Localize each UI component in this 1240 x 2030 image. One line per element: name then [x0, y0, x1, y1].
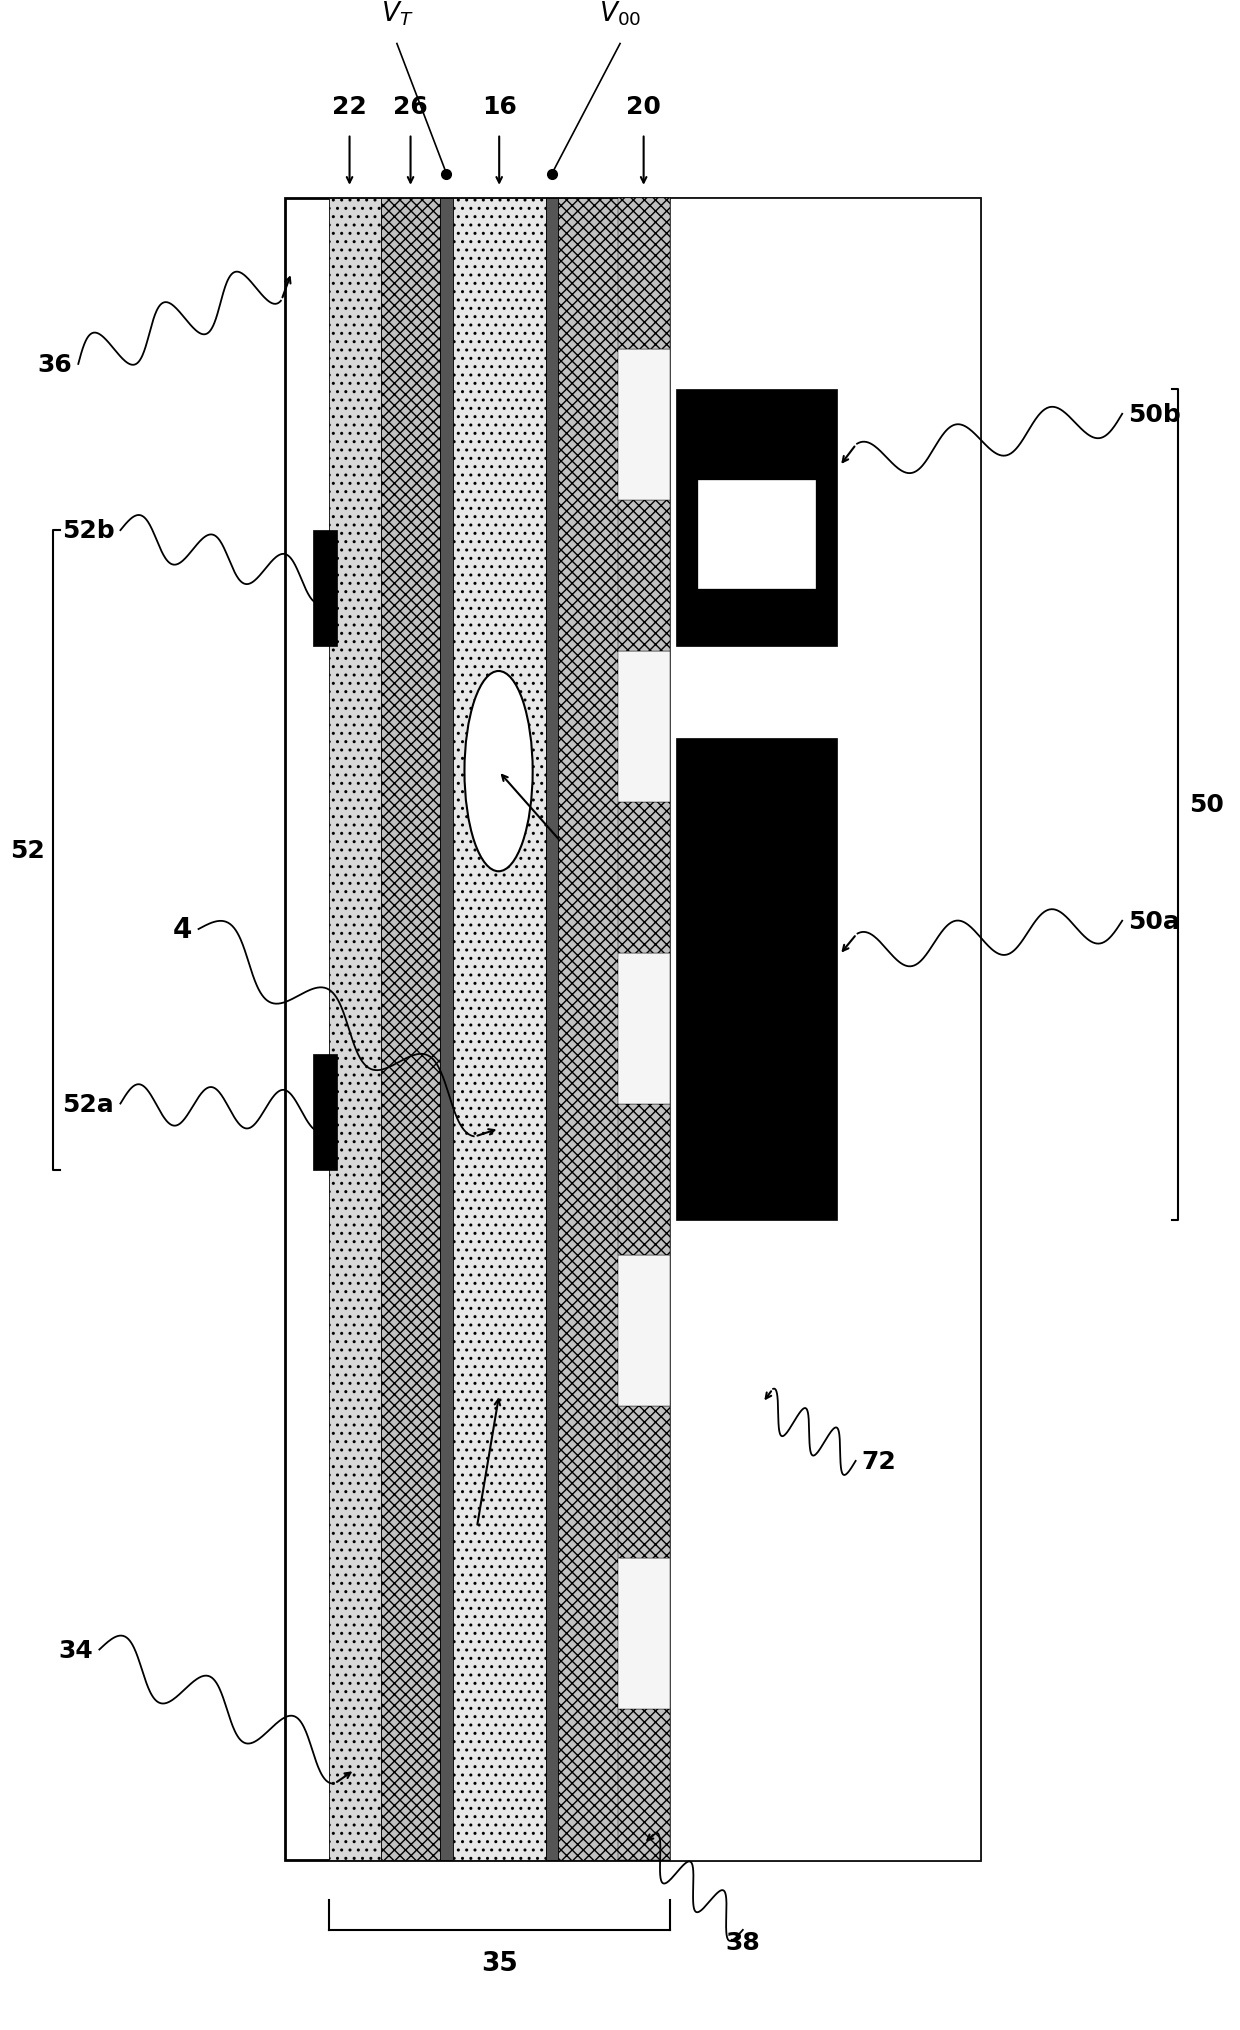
Text: 4: 4: [172, 916, 192, 944]
Text: 16: 16: [482, 95, 517, 118]
Text: 50: 50: [1189, 794, 1224, 816]
Ellipse shape: [465, 672, 533, 871]
Text: 36: 36: [37, 353, 72, 378]
Bar: [618, 199, 670, 349]
Text: 52: 52: [10, 838, 45, 863]
Text: 35: 35: [481, 1951, 517, 1975]
Bar: [676, 390, 837, 648]
Bar: [440, 199, 453, 1859]
Bar: [676, 739, 837, 1220]
Bar: [329, 199, 381, 1859]
Bar: [698, 481, 815, 589]
Bar: [312, 532, 337, 648]
Bar: [312, 1054, 337, 1171]
Text: 38: 38: [725, 1931, 760, 1955]
Bar: [618, 1709, 670, 1859]
Bar: [618, 954, 670, 1104]
Text: $V_{00}$: $V_{00}$: [599, 0, 641, 28]
Text: $V_T$: $V_T$: [381, 0, 413, 28]
Text: 50b: 50b: [1128, 402, 1182, 426]
Bar: [618, 1407, 670, 1557]
Text: 34: 34: [58, 1638, 93, 1663]
Bar: [618, 501, 670, 652]
Bar: [285, 199, 980, 1859]
Text: 20: 20: [626, 95, 661, 118]
Text: 52b: 52b: [62, 520, 114, 542]
Bar: [618, 652, 670, 802]
Text: 22: 22: [332, 95, 367, 118]
Bar: [381, 199, 440, 1859]
Bar: [618, 802, 670, 954]
Bar: [546, 199, 558, 1859]
Bar: [618, 1104, 670, 1257]
Text: 50a: 50a: [1128, 909, 1180, 934]
Bar: [618, 1257, 670, 1407]
Text: 52a: 52a: [62, 1092, 114, 1117]
Bar: [618, 1557, 670, 1709]
Bar: [453, 199, 546, 1859]
Text: 26: 26: [393, 95, 428, 118]
Text: 72: 72: [862, 1449, 897, 1474]
Bar: [618, 349, 670, 501]
Bar: [670, 199, 980, 1859]
Bar: [558, 199, 618, 1859]
